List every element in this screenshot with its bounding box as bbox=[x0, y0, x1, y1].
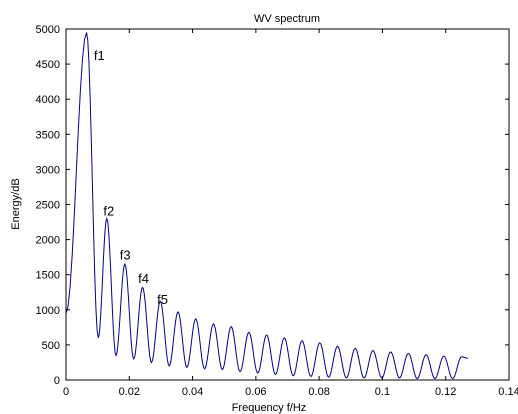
annotation-layer: f1 f2 f3 f4 f5 bbox=[94, 48, 168, 307]
y-tick-label: 3500 bbox=[36, 129, 60, 141]
y-tick-label: 2500 bbox=[36, 200, 60, 212]
x-axis-label: Frequency f/Hz bbox=[232, 402, 307, 414]
y-axis-ticks: 0 500 1000 1500 2000 2500 3000 3500 4000 4500 5000 bbox=[36, 24, 509, 387]
x-tick-label: 0.06 bbox=[245, 386, 266, 398]
peak-annotation-f5: f5 bbox=[157, 292, 168, 307]
y-axis-label: Energy/dB bbox=[10, 178, 22, 229]
y-tick-label: 2000 bbox=[36, 235, 60, 247]
y-tick-label: 1000 bbox=[36, 305, 60, 317]
x-tick-label: 0 bbox=[63, 386, 69, 398]
x-tick-label: 0.08 bbox=[308, 386, 329, 398]
x-tick-label: 0.04 bbox=[182, 386, 203, 398]
peak-annotation-f1: f1 bbox=[94, 48, 105, 63]
series-layer bbox=[65, 32, 469, 380]
peak-annotation-f2: f2 bbox=[103, 204, 114, 219]
y-tick-label: 0 bbox=[54, 375, 60, 387]
y-tick-label: 4000 bbox=[36, 94, 60, 106]
peak-annotation-f4: f4 bbox=[138, 271, 149, 286]
y-tick-label: 500 bbox=[42, 340, 60, 352]
x-axis-ticks: 0 0.02 0.04 0.06 0.08 0.1 0.12 0.14 bbox=[63, 29, 518, 398]
y-tick-label: 4500 bbox=[36, 59, 60, 71]
y-tick-label: 3000 bbox=[36, 164, 60, 176]
x-tick-label: 0.1 bbox=[375, 386, 390, 398]
plot-area bbox=[65, 28, 510, 381]
chart-title: WV spectrum bbox=[254, 13, 320, 25]
peak-annotation-f3: f3 bbox=[120, 247, 131, 262]
series-line-0 bbox=[65, 32, 469, 380]
y-tick-label: 1500 bbox=[36, 270, 60, 282]
x-tick-label: 0.12 bbox=[435, 386, 456, 398]
y-tick-label: 5000 bbox=[36, 24, 60, 36]
x-tick-label: 0.14 bbox=[498, 386, 518, 398]
x-tick-label: 0.02 bbox=[119, 386, 140, 398]
